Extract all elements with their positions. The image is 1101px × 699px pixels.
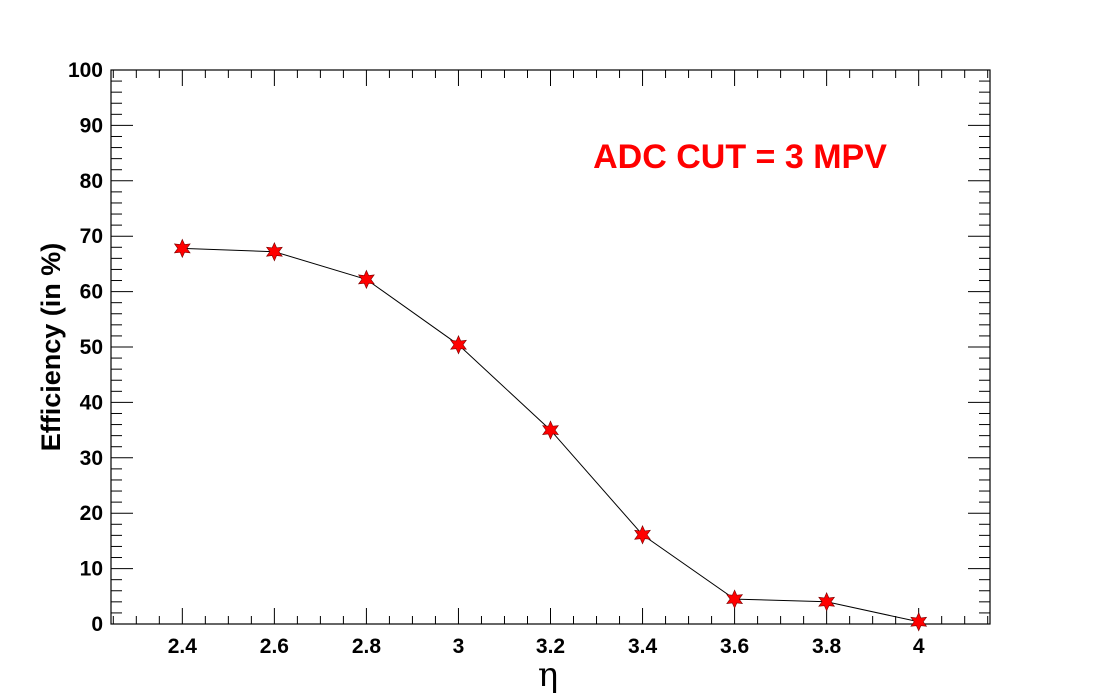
x-axis-ticks (112, 70, 989, 624)
y-tick-label: 10 (80, 558, 103, 581)
y-tick-label: 80 (80, 170, 103, 193)
y-tick-label: 70 (80, 225, 103, 248)
x-tick-label: 3.4 (628, 635, 658, 658)
x-tick-label: 4 (913, 635, 925, 658)
x-tick-label: 3 (453, 635, 465, 658)
x-tick-label: 2.6 (260, 635, 289, 658)
star-marker (818, 592, 836, 612)
y-axis-tick-labels: 0 10 20 30 40 50 60 70 80 90 100 (68, 59, 103, 636)
x-tick-label: 2.4 (168, 635, 198, 658)
y-tick-label: 50 (80, 336, 103, 359)
y-tick-label: 60 (80, 281, 103, 304)
x-tick-label: 3.8 (812, 635, 842, 658)
star-marker (173, 238, 191, 259)
y-axis-ticks (111, 69, 990, 625)
star-marker (542, 420, 559, 440)
y-tick-label: 90 (80, 114, 103, 137)
star-marker (726, 589, 744, 609)
star-marker (910, 612, 928, 632)
x-axis-title: η (538, 655, 558, 694)
series-group (173, 238, 928, 632)
y-tick-label: 0 (91, 613, 103, 636)
x-axis-tick-labels: 2.4 2.6 2.8 3 3.2 3.4 3.6 3.8 4 (168, 635, 925, 658)
star-marker (450, 335, 467, 355)
y-tick-label: 100 (68, 59, 103, 82)
star-marker (265, 241, 283, 262)
x-tick-label: 3.2 (536, 635, 565, 658)
x-tick-label: 2.8 (352, 635, 382, 658)
y-tick-label: 30 (80, 447, 103, 470)
star-marker (357, 269, 375, 290)
star-marker (634, 525, 651, 545)
annotation-adc-cut: ADC CUT = 3 MPV (593, 138, 887, 176)
y-tick-label: 40 (80, 391, 103, 414)
y-axis-title: Efficiency (in %) (36, 243, 66, 452)
y-tick-label: 20 (80, 502, 103, 525)
x-tick-label: 3.6 (720, 635, 749, 658)
